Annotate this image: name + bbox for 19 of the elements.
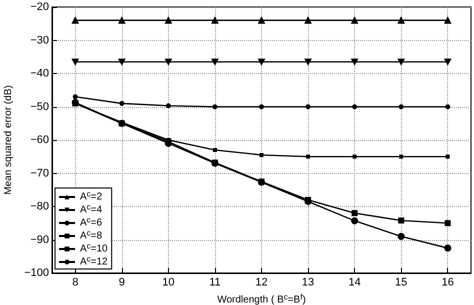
x-tick-label: 10 xyxy=(162,276,175,288)
y-tick-label: −60 xyxy=(30,134,49,146)
x-tick-label: 16 xyxy=(442,276,454,288)
x-tick-label: 15 xyxy=(395,276,408,288)
y-tick-label: −40 xyxy=(30,68,49,80)
x-tick-label: 12 xyxy=(255,276,268,288)
x-tick-label: 9 xyxy=(118,276,125,288)
x-tick-label: 13 xyxy=(302,276,314,288)
x-tick-label: 14 xyxy=(348,276,361,288)
x-tick-label: 11 xyxy=(209,276,221,288)
y-tick-label: −20 xyxy=(30,1,49,13)
y-tick-label: −90 xyxy=(30,234,49,246)
y-tick-label: −80 xyxy=(30,200,49,212)
x-tick-label: 8 xyxy=(72,276,78,288)
y-tick-label: −30 xyxy=(30,34,49,46)
y-tick-label: −100 xyxy=(24,267,49,279)
y-tick-label: −70 xyxy=(30,167,49,180)
y-axis-title: Mean squared error (dB) xyxy=(2,85,14,195)
y-tick-label: −50 xyxy=(30,100,49,113)
